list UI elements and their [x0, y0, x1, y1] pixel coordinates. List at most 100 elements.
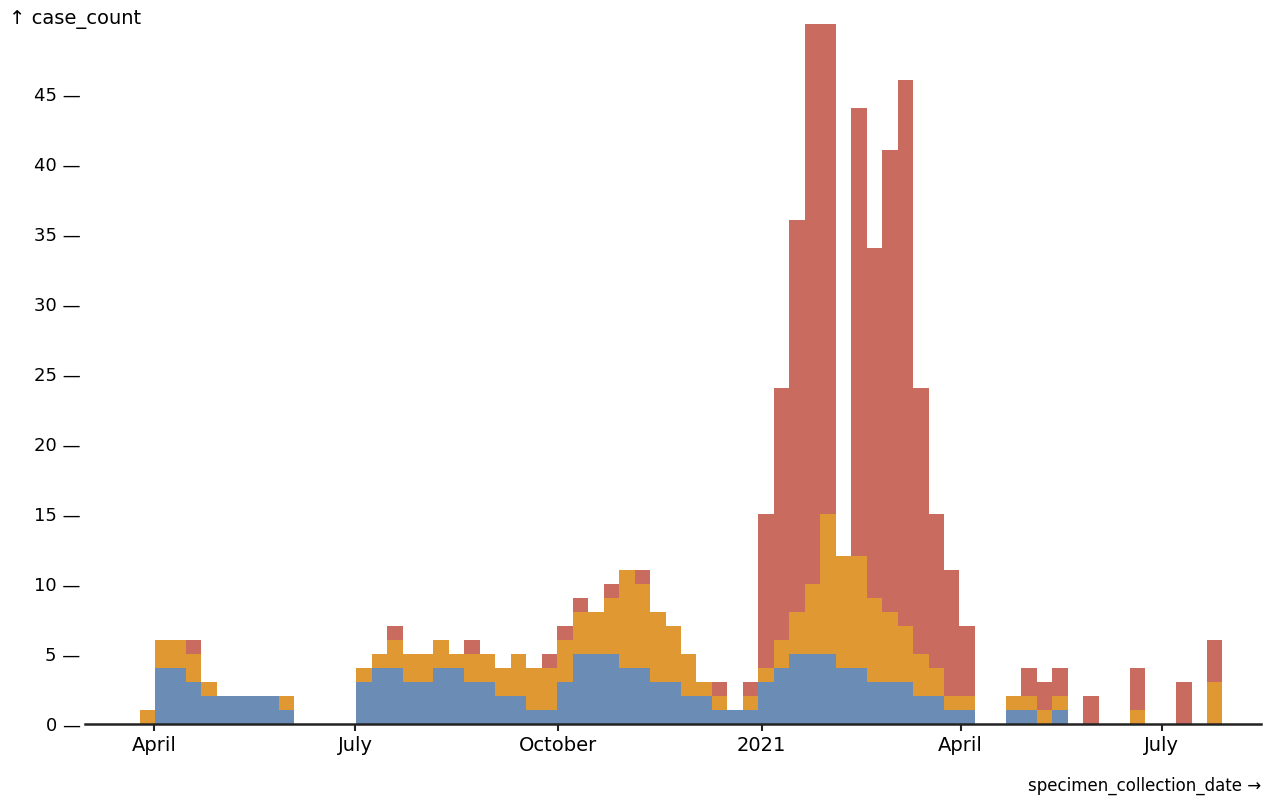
- Bar: [604, 654, 619, 724]
- Bar: [464, 640, 479, 654]
- Bar: [959, 710, 976, 724]
- Bar: [527, 710, 542, 724]
- Bar: [433, 668, 449, 724]
- Bar: [928, 668, 944, 696]
- Bar: [959, 626, 976, 696]
- Bar: [882, 682, 897, 724]
- Bar: [1053, 668, 1068, 696]
- Bar: [913, 696, 928, 724]
- Bar: [171, 668, 186, 724]
- Bar: [510, 696, 527, 724]
- Bar: [897, 626, 913, 682]
- Bar: [464, 654, 479, 682]
- Bar: [433, 640, 449, 668]
- Bar: [897, 80, 913, 626]
- Bar: [851, 556, 867, 668]
- Bar: [1022, 668, 1037, 696]
- Bar: [665, 626, 681, 682]
- Bar: [790, 612, 805, 654]
- Bar: [1022, 710, 1037, 724]
- Bar: [650, 682, 665, 724]
- Bar: [232, 696, 247, 724]
- Bar: [356, 668, 372, 682]
- Bar: [820, 0, 836, 514]
- Bar: [1208, 640, 1223, 682]
- Bar: [635, 668, 650, 724]
- Bar: [944, 570, 959, 696]
- Bar: [418, 654, 433, 682]
- Bar: [573, 612, 588, 654]
- Bar: [604, 598, 619, 654]
- Bar: [820, 514, 836, 654]
- Bar: [278, 696, 295, 710]
- Bar: [558, 626, 573, 640]
- Bar: [558, 682, 573, 724]
- Bar: [897, 682, 913, 724]
- Bar: [742, 696, 759, 710]
- Bar: [1006, 710, 1022, 724]
- Bar: [186, 640, 201, 654]
- Bar: [959, 696, 976, 710]
- Bar: [696, 682, 712, 696]
- Bar: [820, 654, 836, 724]
- Bar: [1006, 696, 1022, 710]
- Bar: [759, 514, 774, 668]
- Bar: [759, 682, 774, 724]
- Bar: [928, 696, 944, 724]
- Bar: [928, 514, 944, 668]
- Bar: [1037, 682, 1053, 710]
- Bar: [805, 654, 820, 724]
- Bar: [263, 696, 278, 724]
- Bar: [759, 668, 774, 682]
- Bar: [201, 682, 217, 696]
- Bar: [418, 682, 433, 724]
- Bar: [742, 682, 759, 696]
- Bar: [372, 654, 387, 668]
- Bar: [387, 626, 403, 640]
- Bar: [449, 668, 464, 724]
- Bar: [742, 710, 759, 724]
- Bar: [619, 570, 635, 668]
- Bar: [681, 696, 696, 724]
- Bar: [712, 710, 727, 724]
- Bar: [588, 654, 604, 724]
- Bar: [867, 598, 882, 682]
- Bar: [619, 668, 635, 724]
- Bar: [851, 109, 867, 556]
- Bar: [573, 598, 588, 612]
- Bar: [1083, 696, 1099, 724]
- Bar: [403, 654, 418, 682]
- Bar: [217, 696, 232, 724]
- Bar: [635, 570, 650, 584]
- Bar: [479, 682, 495, 724]
- Bar: [696, 696, 712, 724]
- Bar: [479, 654, 495, 682]
- Bar: [944, 696, 959, 710]
- Bar: [155, 640, 171, 668]
- Bar: [805, 11, 820, 584]
- Bar: [510, 654, 527, 696]
- Bar: [681, 654, 696, 696]
- Bar: [774, 640, 790, 668]
- Bar: [449, 654, 464, 668]
- Bar: [790, 654, 805, 724]
- Bar: [247, 696, 263, 724]
- Bar: [727, 710, 742, 724]
- Bar: [1053, 696, 1068, 710]
- Bar: [542, 710, 558, 724]
- Bar: [665, 682, 681, 724]
- Bar: [1208, 682, 1223, 724]
- Bar: [1129, 668, 1145, 710]
- Bar: [836, 668, 851, 724]
- Bar: [278, 710, 295, 724]
- Bar: [867, 682, 882, 724]
- Bar: [944, 710, 959, 724]
- Bar: [542, 668, 558, 710]
- Bar: [650, 612, 665, 682]
- Bar: [155, 668, 171, 724]
- Bar: [790, 220, 805, 612]
- Bar: [140, 710, 155, 724]
- Bar: [1053, 710, 1068, 724]
- Bar: [867, 248, 882, 598]
- Bar: [186, 654, 201, 682]
